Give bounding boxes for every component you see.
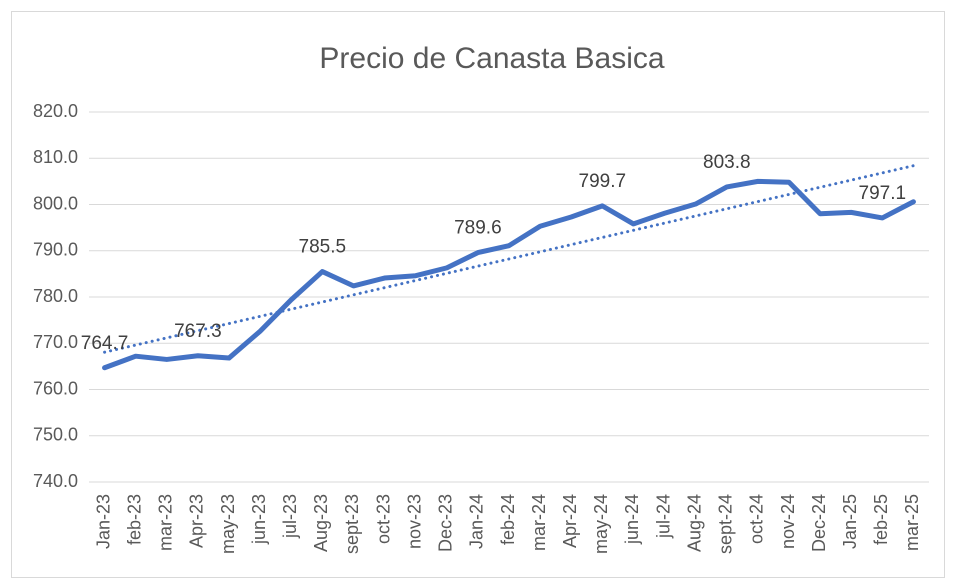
y-tick-label: 740.0	[33, 471, 78, 491]
data-label: 785.5	[299, 237, 347, 258]
x-tick-label: Aug-23	[311, 494, 331, 552]
data-line	[102, 178, 916, 371]
x-tick-label: Jan-25	[840, 494, 860, 549]
x-tick-label: jun-23	[249, 494, 269, 545]
x-tick-label: feb-23	[124, 494, 144, 545]
x-tick-label: mar-24	[529, 494, 549, 551]
x-tick-label: Dec-23	[436, 494, 456, 552]
x-tick-label: feb-25	[871, 494, 891, 545]
data-label: 764.7	[81, 333, 129, 354]
y-tick-label: 780.0	[33, 286, 78, 306]
chart-border	[11, 11, 945, 578]
trendline	[103, 164, 915, 354]
data-label: 803.8	[703, 152, 751, 173]
y-tick-label: 750.0	[33, 425, 78, 445]
y-tick-label: 790.0	[33, 240, 78, 260]
x-tick-label: jul-23	[280, 494, 300, 539]
x-tick-label: mar-23	[156, 494, 176, 551]
y-tick-label: 810.0	[33, 147, 78, 167]
x-tick-label: oct-24	[747, 494, 767, 544]
x-tick-label: mar-25	[902, 494, 922, 551]
x-tick-label: nov-23	[404, 494, 424, 549]
x-tick-label: nov-24	[778, 494, 798, 549]
x-tick-label: Apr-23	[187, 494, 207, 548]
data-label: 789.6	[454, 218, 502, 239]
x-tick-label: sept-23	[342, 494, 362, 554]
x-tick-label: Jan-23	[93, 494, 113, 549]
y-tick-label: 820.0	[33, 101, 78, 121]
x-tick-label: may-24	[591, 494, 611, 554]
x-tick-label: Jan-24	[467, 494, 487, 549]
data-label: 797.1	[859, 183, 907, 204]
x-tick-label: Dec-24	[809, 494, 829, 552]
x-tick-label: may-23	[218, 494, 238, 554]
data-label: 799.7	[579, 171, 627, 192]
x-tick-label: Apr-24	[560, 494, 580, 548]
x-tick-label: oct-23	[373, 494, 393, 544]
x-tick-label: sept-24	[716, 494, 736, 554]
x-tick-label: Aug-24	[684, 494, 704, 552]
x-tick-label: jun-24	[622, 494, 642, 545]
y-tick-label: 760.0	[33, 378, 78, 398]
chart-title: Precio de Canasta Basica	[319, 42, 665, 75]
data-label: 767.3	[174, 321, 222, 342]
x-tick-label: jul-24	[653, 494, 673, 539]
y-tick-label: 770.0	[33, 332, 78, 352]
y-tick-label: 800.0	[33, 193, 78, 213]
x-tick-label: feb-24	[498, 494, 518, 545]
